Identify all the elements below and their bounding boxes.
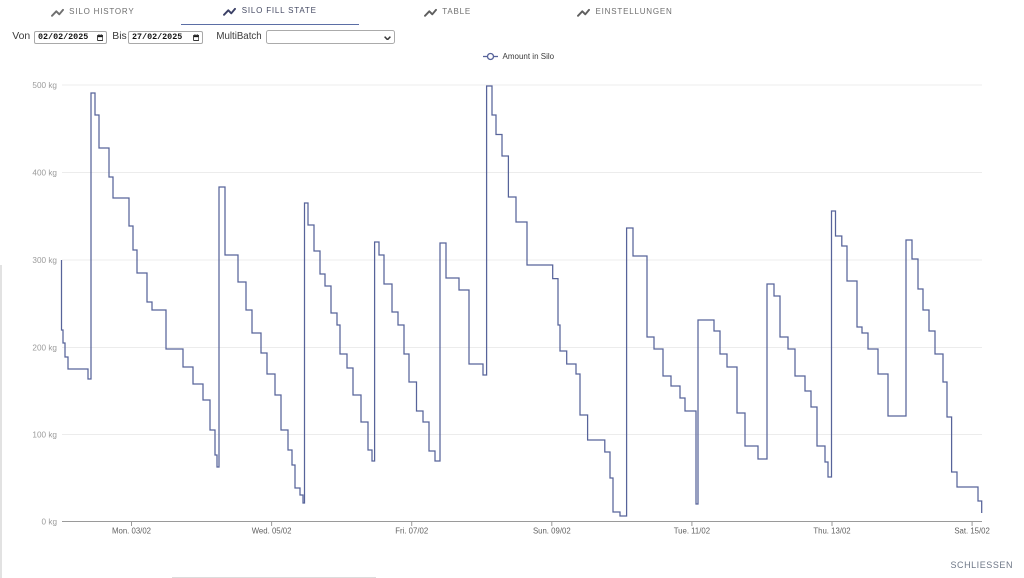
svg-text:Wed. 05/02: Wed. 05/02: [252, 527, 292, 536]
svg-text:Mon. 03/02: Mon. 03/02: [112, 527, 151, 536]
svg-text:Thu. 13/02: Thu. 13/02: [813, 527, 850, 536]
svg-text:Sat. 15/02: Sat. 15/02: [954, 527, 990, 536]
svg-text:300 kg: 300 kg: [32, 256, 57, 265]
svg-text:Sun. 09/02: Sun. 09/02: [533, 527, 571, 536]
svg-text:0 kg: 0 kg: [42, 517, 58, 526]
svg-text:Fri. 07/02: Fri. 07/02: [395, 527, 428, 536]
svg-text:500 kg: 500 kg: [32, 81, 57, 90]
svg-text:100 kg: 100 kg: [32, 430, 57, 439]
svg-text:Tue. 11/02: Tue. 11/02: [674, 527, 710, 536]
svg-text:200 kg: 200 kg: [32, 343, 57, 352]
svg-text:400 kg: 400 kg: [32, 168, 57, 177]
